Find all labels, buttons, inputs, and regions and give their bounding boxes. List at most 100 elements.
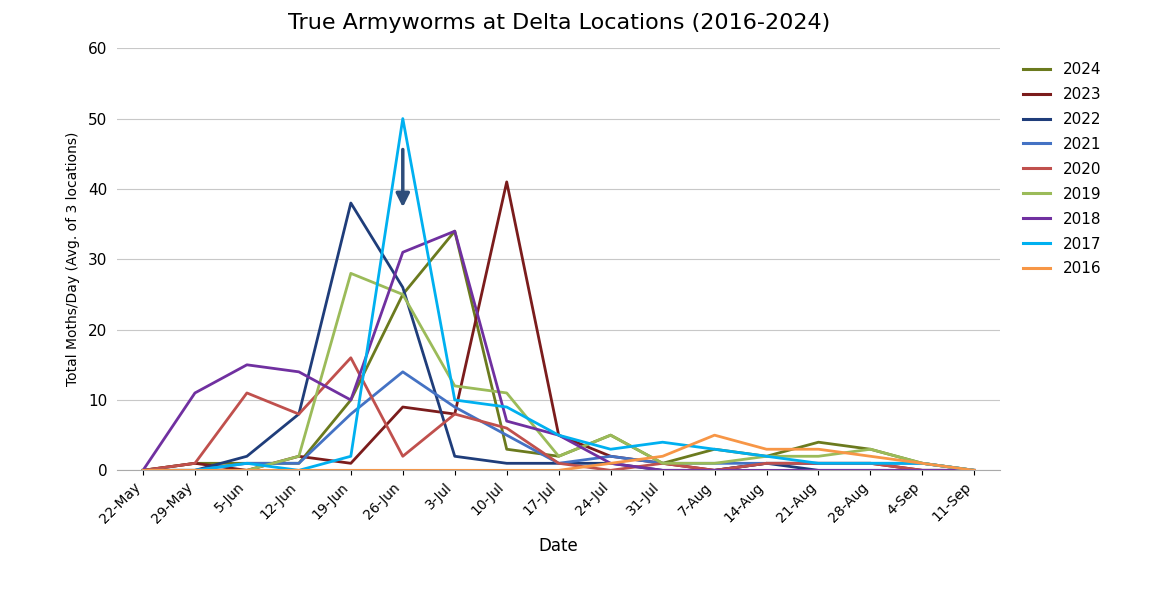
2017	[604, 446, 618, 453]
2019	[655, 459, 669, 467]
2018	[812, 467, 826, 474]
2020	[552, 459, 566, 467]
2023	[291, 453, 305, 460]
2021	[500, 432, 514, 439]
2020	[604, 467, 618, 474]
2020	[863, 459, 878, 467]
2022	[344, 200, 358, 207]
2024	[968, 467, 982, 474]
2020	[395, 453, 410, 460]
2016	[863, 453, 878, 460]
2016	[188, 467, 202, 474]
Legend: 2024, 2023, 2022, 2021, 2020, 2019, 2018, 2017, 2016: 2024, 2023, 2022, 2021, 2020, 2019, 2018…	[1017, 56, 1107, 283]
2024	[863, 446, 878, 453]
2023	[604, 453, 618, 460]
Title: True Armyworms at Delta Locations (2016-2024): True Armyworms at Delta Locations (2016-…	[288, 13, 830, 33]
2023	[655, 459, 669, 467]
2024	[500, 446, 514, 453]
2018	[448, 227, 462, 235]
2017	[968, 467, 982, 474]
2022	[188, 467, 202, 474]
2019	[759, 453, 773, 460]
X-axis label: Date: Date	[539, 537, 578, 555]
2021	[395, 368, 410, 376]
Line: 2024: 2024	[143, 231, 975, 470]
2021	[448, 403, 462, 411]
2017	[136, 467, 150, 474]
2019	[240, 467, 254, 474]
2022	[812, 467, 826, 474]
2024	[240, 459, 254, 467]
2020	[708, 467, 722, 474]
2019	[448, 382, 462, 390]
Line: 2016: 2016	[143, 435, 975, 470]
2019	[188, 467, 202, 474]
2022	[552, 459, 566, 467]
2016	[291, 467, 305, 474]
2021	[968, 467, 982, 474]
2017	[344, 453, 358, 460]
2016	[552, 467, 566, 474]
2018	[708, 467, 722, 474]
2018	[500, 417, 514, 425]
2020	[968, 467, 982, 474]
Line: 2017: 2017	[143, 119, 975, 470]
2023	[344, 459, 358, 467]
2022	[655, 467, 669, 474]
2020	[915, 467, 929, 474]
2022	[395, 284, 410, 291]
2018	[655, 467, 669, 474]
2016	[759, 446, 773, 453]
2022	[291, 411, 305, 418]
2021	[136, 467, 150, 474]
2024	[344, 396, 358, 403]
2024	[395, 291, 410, 298]
2019	[291, 453, 305, 460]
2021	[708, 459, 722, 467]
Line: 2020: 2020	[143, 358, 975, 470]
2021	[655, 459, 669, 467]
2024	[812, 438, 826, 446]
2022	[759, 459, 773, 467]
2020	[240, 390, 254, 397]
2019	[136, 467, 150, 474]
2021	[604, 453, 618, 460]
2023	[863, 459, 878, 467]
2018	[136, 467, 150, 474]
2020	[344, 354, 358, 361]
2023	[448, 411, 462, 418]
2024	[708, 446, 722, 453]
2018	[240, 361, 254, 368]
2022	[968, 467, 982, 474]
2016	[708, 432, 722, 439]
2018	[915, 467, 929, 474]
2017	[863, 459, 878, 467]
2018	[759, 467, 773, 474]
Line: 2023: 2023	[143, 182, 975, 470]
2024	[291, 459, 305, 467]
2020	[188, 459, 202, 467]
2023	[915, 467, 929, 474]
2017	[812, 459, 826, 467]
2017	[552, 432, 566, 439]
2017	[655, 438, 669, 446]
2020	[655, 459, 669, 467]
2024	[915, 459, 929, 467]
2018	[395, 248, 410, 256]
2017	[915, 459, 929, 467]
2024	[552, 453, 566, 460]
2018	[968, 467, 982, 474]
2023	[395, 403, 410, 411]
2024	[448, 227, 462, 235]
2022	[240, 453, 254, 460]
Line: 2021: 2021	[143, 372, 975, 470]
Line: 2018: 2018	[143, 231, 975, 470]
2020	[448, 411, 462, 418]
2020	[812, 459, 826, 467]
2019	[968, 467, 982, 474]
2018	[344, 396, 358, 403]
Line: 2019: 2019	[143, 273, 975, 470]
2018	[863, 467, 878, 474]
2021	[344, 411, 358, 418]
2022	[708, 467, 722, 474]
